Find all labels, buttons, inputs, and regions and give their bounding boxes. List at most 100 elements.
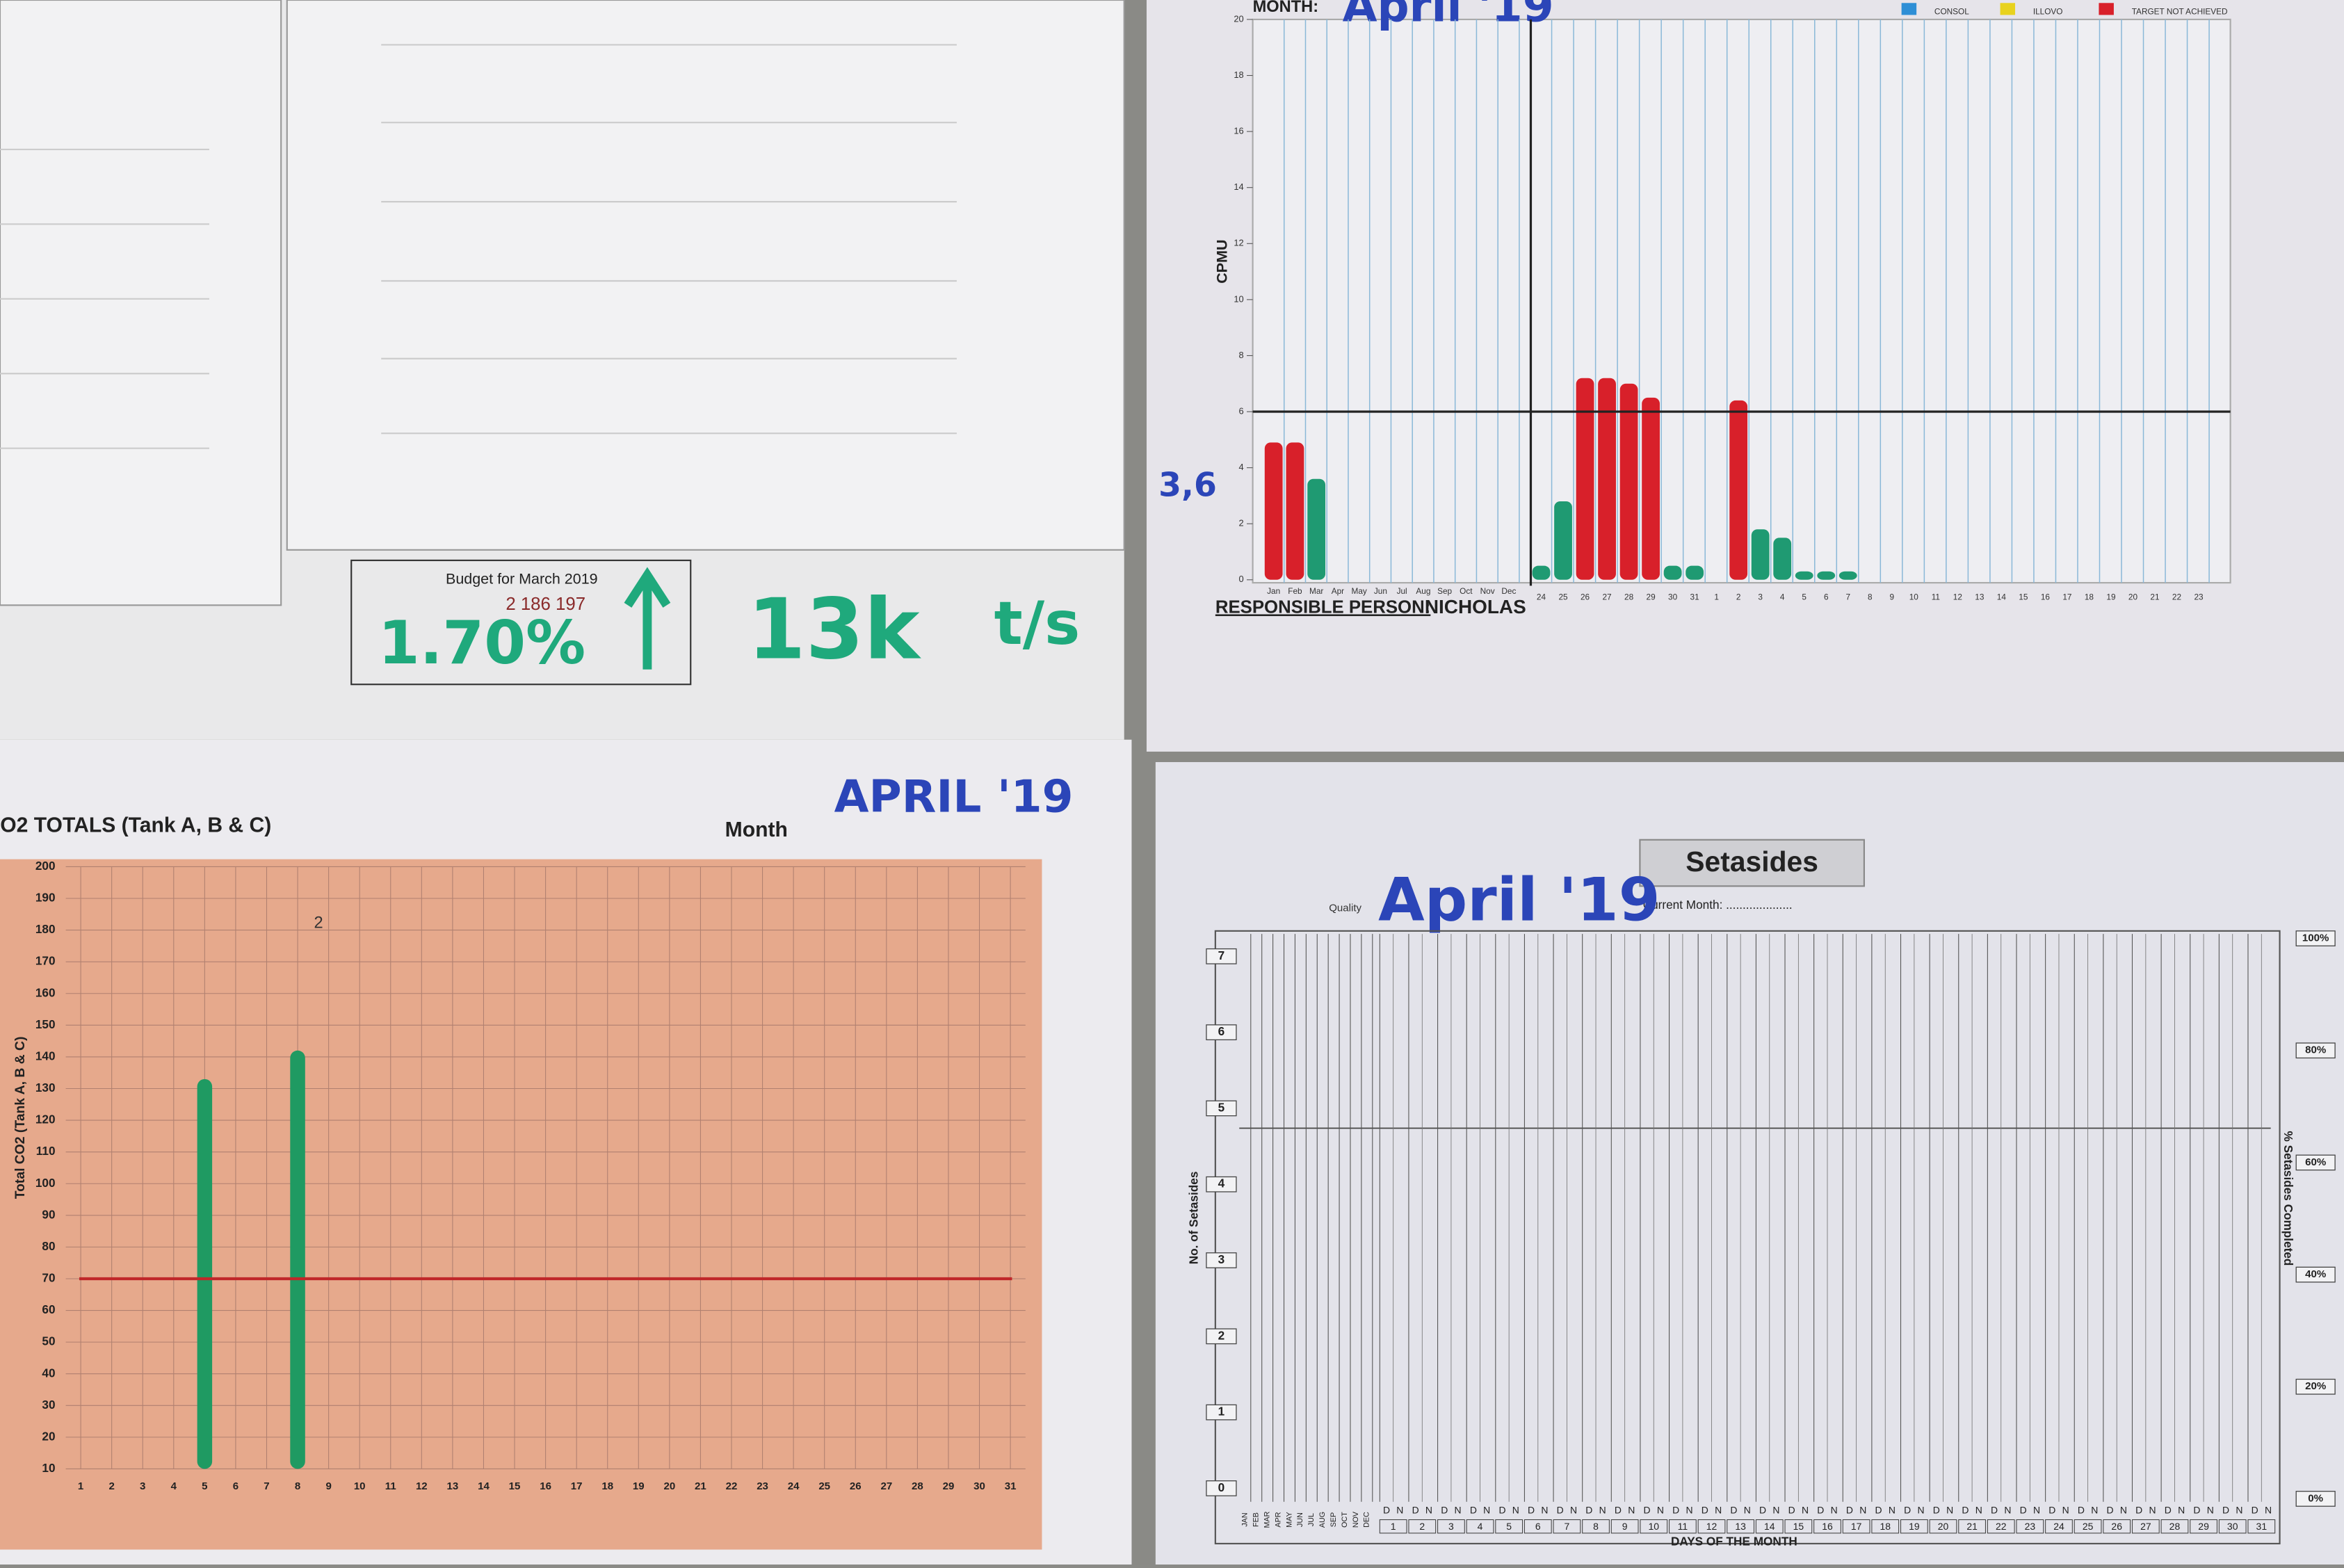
month-label: FEB: [1252, 1512, 1261, 1527]
setasides-frame: [1214, 930, 2281, 1544]
day-box: [1929, 1519, 1957, 1534]
shift-label: D: [2193, 1504, 2200, 1515]
y-tick-label: 0: [1218, 1480, 1225, 1494]
x-tick-label: Oct: [1460, 586, 1473, 596]
shift-label: D: [1817, 1504, 1824, 1515]
shift-label: D: [1702, 1504, 1708, 1515]
day-label: 28: [2169, 1521, 2181, 1532]
shift-label: D: [1875, 1504, 1882, 1515]
x-tick-label: 1: [1714, 592, 1719, 602]
x-tick-label: 22: [2172, 592, 2181, 602]
x-tick-label: 11: [1932, 592, 1940, 602]
handwritten-unit: t/s: [994, 589, 1081, 658]
bar: [1576, 378, 1594, 580]
y-tick-label: 120: [35, 1113, 56, 1126]
shift-label: D: [1441, 1504, 1448, 1515]
day-box: [2131, 1519, 2160, 1534]
day-label: 17: [1851, 1521, 1862, 1532]
month-label: MAR: [1263, 1511, 1272, 1528]
bar: [1598, 378, 1616, 580]
shift-label: D: [1585, 1504, 1592, 1515]
y-axis-label: CPMU: [1213, 239, 1230, 283]
x-tick-label: 12: [1953, 592, 1962, 602]
x-tick-label: 3: [140, 1480, 145, 1492]
tick-box: [1206, 1176, 1237, 1193]
title-box: [1639, 839, 1865, 887]
day-box: [1727, 1519, 1755, 1534]
tick-box: [2295, 1491, 2336, 1507]
day-box: [1553, 1519, 1581, 1534]
shift-label: N: [2265, 1504, 2272, 1515]
tick-box: [1206, 1328, 1237, 1345]
shift-label: N: [1483, 1504, 1490, 1515]
day-box: [2160, 1519, 2189, 1534]
shift-label: D: [1759, 1504, 1766, 1515]
month-label: JUN: [1296, 1512, 1304, 1527]
legend-label: TARGET NOT ACHIEVED: [2132, 6, 2228, 16]
tick-box: [1206, 1024, 1237, 1041]
x-tick-label: 29: [1647, 592, 1656, 602]
shift-label: N: [2236, 1504, 2242, 1515]
bar: [1264, 442, 1283, 580]
legend-label: CONSOL: [1934, 6, 1969, 16]
tick-box: [2295, 1154, 2336, 1171]
x-tick-label: May: [1351, 586, 1366, 596]
y-tick-label: 16: [1234, 126, 1243, 136]
day-label: 18: [1880, 1521, 1891, 1532]
y-tick-label: 6: [1218, 1024, 1225, 1038]
small-chart-frame: [0, 0, 282, 606]
x-tick-label: 6: [233, 1480, 239, 1492]
x-tick-label: Jul: [1397, 586, 1407, 596]
y-tick-label: 70: [42, 1271, 55, 1285]
shift-label: N: [1512, 1504, 1519, 1515]
month-label: AUG: [1318, 1512, 1327, 1528]
day-label: 3: [1448, 1521, 1454, 1532]
budget-title: Budget for March 2019: [446, 570, 598, 587]
y-tick-label: 4: [1239, 462, 1244, 472]
y-tick-label: 200: [35, 859, 56, 873]
y-tick-label: 110: [36, 1144, 56, 1158]
month-label: MAY: [1285, 1512, 1293, 1527]
day-box: [1697, 1519, 1726, 1534]
x-tick-label: 14: [1997, 592, 2007, 602]
month-label: OCT: [1341, 1512, 1349, 1528]
shift-label: D: [1615, 1504, 1622, 1515]
day-label: 16: [1822, 1521, 1833, 1532]
shift-label: N: [1686, 1504, 1693, 1515]
shift-label: D: [2222, 1504, 2229, 1515]
shift-label: D: [2252, 1504, 2258, 1515]
x-tick-label: 19: [2106, 592, 2116, 602]
x-tick-label: 10: [354, 1480, 366, 1492]
bar: [1554, 501, 1572, 580]
responsible-name: NICHOLAS: [1425, 596, 1526, 617]
x-tick-label: Aug: [1416, 586, 1430, 596]
day-box: [1755, 1519, 1784, 1534]
legend-swatch: [1901, 3, 1917, 15]
responsible-label: RESPONSIBLE PERSON:: [1215, 597, 1431, 617]
small-chart-grid: [0, 44, 957, 449]
day-box: [1408, 1519, 1437, 1534]
y-tick-label: 10: [1234, 293, 1243, 304]
shift-label: N: [1599, 1504, 1606, 1515]
co2-plot: [0, 859, 1042, 1550]
x-tick-label: 21: [695, 1480, 706, 1492]
y-tick-label: 2: [1218, 1328, 1225, 1342]
shift-label: N: [1744, 1504, 1751, 1515]
y-tick-label: 20: [42, 1429, 55, 1443]
day-box: [1523, 1519, 1552, 1534]
day-box: [1466, 1519, 1494, 1534]
day-label: 15: [1793, 1521, 1804, 1532]
bar: [1838, 571, 1857, 580]
x-tick-label: 9: [325, 1480, 331, 1492]
y-tick-label: 7: [1218, 948, 1225, 962]
x-tick-label: 13: [447, 1480, 459, 1492]
x-tick-label: 30: [1668, 592, 1678, 602]
shift-label: D: [2135, 1504, 2142, 1515]
day-box: [1900, 1519, 1928, 1534]
legend-label: ILLOVO: [2033, 6, 2063, 16]
month-label: Month: [725, 818, 788, 841]
bar: [1817, 571, 1836, 580]
y-tick-label: 6: [1239, 405, 1244, 416]
day-label: 1: [1391, 1521, 1396, 1532]
day-box: [1842, 1519, 1870, 1534]
